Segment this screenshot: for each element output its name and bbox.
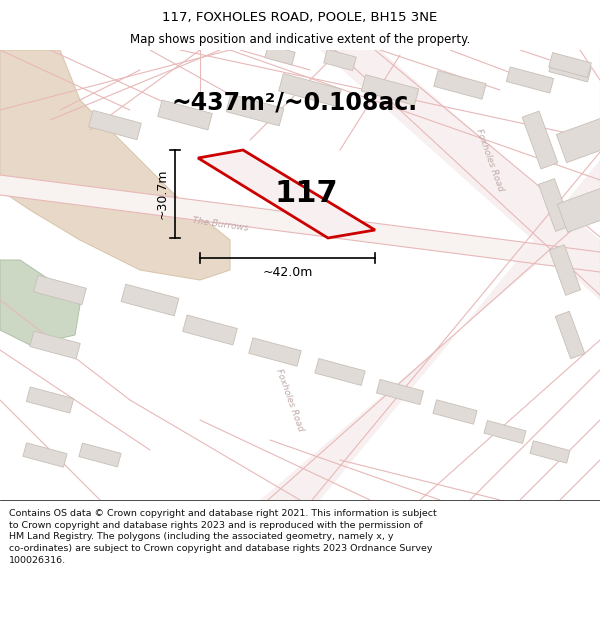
Text: ~30.7m: ~30.7m [155, 169, 169, 219]
Polygon shape [315, 359, 365, 386]
Text: 117, FOXHOLES ROAD, POOLE, BH15 3NE: 117, FOXHOLES ROAD, POOLE, BH15 3NE [163, 11, 437, 24]
Text: Foxholes Road: Foxholes Road [475, 127, 505, 192]
Polygon shape [530, 441, 570, 463]
Polygon shape [226, 94, 284, 126]
Text: 117: 117 [274, 179, 338, 209]
Polygon shape [198, 150, 375, 238]
Polygon shape [260, 160, 600, 500]
Polygon shape [265, 45, 295, 65]
Polygon shape [79, 443, 121, 467]
Polygon shape [34, 276, 86, 304]
Polygon shape [538, 179, 572, 231]
Polygon shape [182, 315, 238, 345]
Polygon shape [433, 400, 477, 424]
Text: Map shows position and indicative extent of the property.: Map shows position and indicative extent… [130, 32, 470, 46]
Polygon shape [506, 67, 554, 93]
Polygon shape [556, 118, 600, 162]
Polygon shape [30, 331, 80, 359]
Polygon shape [0, 260, 80, 345]
Polygon shape [323, 49, 356, 71]
Polygon shape [278, 74, 341, 106]
Polygon shape [549, 58, 591, 82]
Polygon shape [0, 50, 230, 280]
Polygon shape [549, 52, 591, 78]
Polygon shape [89, 111, 142, 139]
Text: Contains OS data © Crown copyright and database right 2021. This information is : Contains OS data © Crown copyright and d… [9, 509, 437, 565]
Text: ~437m²/~0.108ac.: ~437m²/~0.108ac. [172, 90, 418, 114]
Polygon shape [121, 284, 179, 316]
Polygon shape [0, 175, 600, 272]
Polygon shape [26, 387, 74, 413]
Text: ~42.0m: ~42.0m [262, 266, 313, 279]
Polygon shape [549, 245, 581, 295]
Polygon shape [249, 338, 301, 366]
Polygon shape [434, 71, 486, 99]
Polygon shape [484, 421, 526, 444]
Polygon shape [555, 311, 585, 359]
Polygon shape [361, 74, 419, 106]
Polygon shape [23, 442, 67, 468]
Polygon shape [557, 188, 600, 232]
Polygon shape [158, 100, 212, 130]
Polygon shape [522, 111, 558, 169]
Text: Foxholes Road: Foxholes Road [275, 368, 305, 432]
Text: The Burrows: The Burrows [191, 216, 248, 232]
Polygon shape [376, 379, 424, 404]
Polygon shape [320, 50, 600, 300]
